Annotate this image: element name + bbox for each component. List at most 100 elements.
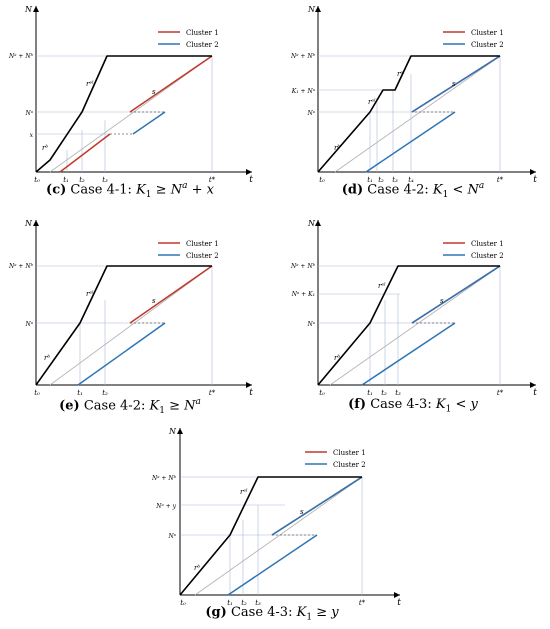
panel-c-cumulative-path bbox=[35, 55, 212, 173]
panel-c-slope-0: rᵇ bbox=[42, 144, 48, 152]
panel-c-cluster1-line-0 bbox=[59, 133, 111, 173]
panel-f-ylabel-3: Nᵃ bbox=[306, 321, 315, 328]
panel-f-xlabel-3: t₂ bbox=[381, 389, 387, 397]
panel-d-ylabel-0: N bbox=[307, 5, 316, 14]
panel-g-legend-c1-label: Cluster 1 bbox=[333, 449, 366, 457]
panel-g-ylabel-3: Nᵃ bbox=[167, 533, 176, 540]
panel-e-cluster2-line-0 bbox=[77, 322, 166, 386]
panel-c-xlabel-3: t₂ bbox=[79, 176, 85, 184]
panel-c-ylabel-3: x bbox=[30, 132, 34, 139]
panel-d-xlabel-5: t₄ bbox=[408, 176, 414, 184]
panel-d-grey-line bbox=[334, 55, 501, 173]
panel-e-grey-line bbox=[49, 265, 213, 386]
panel-g-xlabel-1: t₀ bbox=[180, 599, 186, 607]
panel-g-grey-line bbox=[194, 476, 363, 596]
panel-d-xlabel-3: t₂ bbox=[378, 176, 384, 184]
panel-g-xlabel-5: t* bbox=[359, 599, 366, 607]
panel-d-slope-0: rᵇ bbox=[334, 144, 340, 152]
panel-e-ylabel-1: Nᵃ + Nᵇ bbox=[8, 263, 34, 270]
panel-f-ylabel-0: N bbox=[307, 219, 316, 228]
panel-d-slope-1: rᵉˡ bbox=[368, 98, 376, 106]
panel-e-cluster1-line-0 bbox=[129, 265, 213, 324]
panel-f-slope-2: s bbox=[440, 297, 444, 305]
panel-c-ylabel-2: Nᵃ bbox=[24, 110, 33, 117]
panel-g-xlabel-4: t₃ bbox=[255, 599, 261, 607]
panel-d-xlabel-1: t₀ bbox=[319, 176, 325, 184]
panel-c-legend-c2-label: Cluster 2 bbox=[186, 41, 219, 49]
panel-e-xlabel-2: t₁ bbox=[77, 389, 83, 397]
panel-g-slope-0: rᵇ bbox=[194, 564, 200, 572]
panel-d-xlabel-0: t bbox=[533, 175, 537, 185]
panel-e-slope-1: rᵉˡ bbox=[86, 290, 94, 298]
caption-g: (g) Case 4-3: K1 ≥ y bbox=[205, 605, 339, 623]
panel-d-cumulative-path bbox=[317, 55, 500, 173]
panel-e-xlabel-1: t₀ bbox=[34, 389, 40, 397]
panel-c-xlabel-1: t₀ bbox=[34, 176, 40, 184]
panel-d-ylabel-2: K₁ + Nᵃ bbox=[291, 88, 315, 95]
panel-f-slope-1: rᵉˡ bbox=[378, 282, 386, 290]
panel-d-ylabel-3: Nᵃ bbox=[306, 110, 315, 117]
panel-g-ylabel-2: Nᵃ + y bbox=[155, 503, 176, 510]
panel-c-slope-2: s bbox=[152, 88, 156, 96]
panel-e-x-arrow bbox=[246, 382, 252, 388]
panel-f-grey-line bbox=[329, 265, 501, 386]
panel-g-xlabel-0: t bbox=[397, 598, 401, 608]
panel-c-ylabel-0: N bbox=[24, 5, 33, 14]
panel-d-cluster2-line-1 bbox=[411, 55, 501, 113]
panel-g-x-arrow bbox=[394, 592, 400, 598]
panel-e-xlabel-0: t bbox=[249, 388, 253, 398]
panel-e-y-arrow bbox=[33, 220, 39, 226]
panel-d-y-arrow bbox=[315, 6, 321, 12]
panel-e-xlabel-3: t₂ bbox=[102, 389, 108, 397]
panel-d-cluster2-line-0 bbox=[365, 111, 456, 173]
panel-f-cumulative-path bbox=[317, 265, 500, 386]
panel-c-y-arrow bbox=[33, 6, 39, 12]
panel-d-xlabel-2: t₁ bbox=[367, 176, 373, 184]
panel-g-xlabel-3: t₂ bbox=[241, 599, 247, 607]
panel-c-cluster1-line-1 bbox=[129, 55, 213, 113]
panel-d-slope-2: rᵉˡ bbox=[397, 70, 405, 78]
panel-c-cluster2-line-0 bbox=[132, 111, 166, 135]
panel-f-x-arrow bbox=[530, 382, 536, 388]
panel-f-y-arrow bbox=[315, 220, 321, 226]
panel-c-xlabel-2: t₁ bbox=[63, 176, 69, 184]
panel-f-xlabel-2: t₁ bbox=[367, 389, 373, 397]
panel-f-legend-c1-label: Cluster 1 bbox=[471, 240, 504, 248]
panel-d-xlabel-6: t* bbox=[497, 176, 504, 184]
panel-d-x-arrow bbox=[530, 169, 536, 175]
panel-f-xlabel-4: t₃ bbox=[395, 389, 401, 397]
panel-d-ylabel-1: Nᵃ + Nᵇ bbox=[290, 53, 316, 60]
panel-g-xlabel-2: t₁ bbox=[227, 599, 233, 607]
panel-e-cumulative-path bbox=[35, 265, 212, 386]
caption-e: (e) Case 4-2: K1 ≥ Na bbox=[59, 397, 201, 416]
panel-d-xlabel-4: t₃ bbox=[392, 176, 398, 184]
panel-d-legend-c2-label: Cluster 2 bbox=[471, 41, 504, 49]
panel-c-xlabel-0: t bbox=[249, 175, 253, 185]
panel-f-cluster2-line-1 bbox=[411, 265, 501, 324]
panel-d-slope-3: s bbox=[452, 80, 456, 88]
panel-f-xlabel-0: t bbox=[533, 388, 537, 398]
panel-c-ylabel-1: Nᵃ + Nᵇ bbox=[8, 53, 34, 60]
panel-e-legend-c1-label: Cluster 1 bbox=[186, 240, 219, 248]
panel-e-xlabel-4: t* bbox=[209, 389, 216, 397]
panel-g-y-arrow bbox=[177, 428, 183, 434]
panel-f-slope-0: rᵇ bbox=[334, 354, 340, 362]
panel-c-slope-1: rᵉˡ bbox=[86, 80, 94, 88]
panel-f-ylabel-1: Nᵃ + Nᵇ bbox=[290, 263, 316, 270]
panel-g-cumulative-path bbox=[179, 476, 362, 596]
panel-g-slope-1: rᵉˡ bbox=[240, 488, 248, 496]
panel-e-ylabel-0: N bbox=[24, 219, 33, 228]
panel-g-cluster2-line-1 bbox=[271, 476, 363, 536]
panel-g-slope-2: s bbox=[300, 508, 304, 516]
panel-e-slope-0: rᵇ bbox=[44, 354, 50, 362]
panel-f-xlabel-1: t₀ bbox=[319, 389, 325, 397]
panel-f-cluster2-line-0 bbox=[361, 322, 456, 386]
caption-d: (d) Case 4-2: K1 < Na bbox=[341, 181, 485, 200]
panel-g-legend-c2-label: Cluster 2 bbox=[333, 461, 366, 469]
caption-f: (f) Case 4-3: K1 < y bbox=[348, 397, 478, 415]
panel-d-legend-c1-label: Cluster 1 bbox=[471, 29, 504, 37]
panel-c-xlabel-4: t₃ bbox=[102, 176, 108, 184]
panel-g-cluster2-line-0 bbox=[227, 534, 318, 596]
caption-c: (c) Case 4-1: K1 ≥ Na + x bbox=[46, 181, 214, 200]
panel-f-ylabel-2: Nᵃ + K₁ bbox=[291, 291, 315, 298]
